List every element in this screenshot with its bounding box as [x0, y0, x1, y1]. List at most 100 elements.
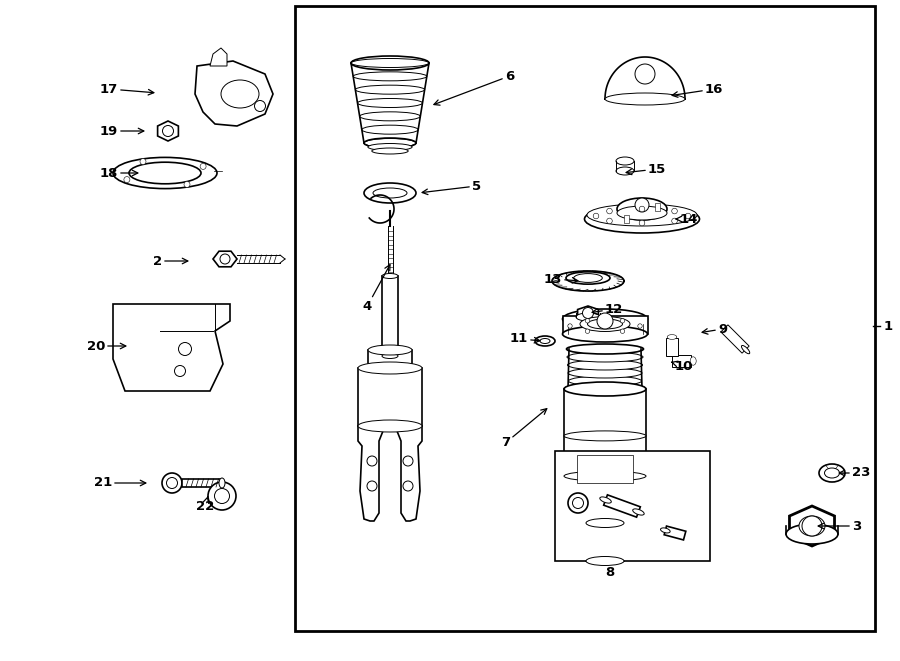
Circle shape [607, 218, 612, 224]
Ellipse shape [566, 344, 644, 354]
Circle shape [175, 366, 185, 377]
Polygon shape [213, 251, 237, 267]
Polygon shape [210, 48, 227, 66]
Ellipse shape [568, 493, 588, 513]
Circle shape [638, 324, 643, 329]
Ellipse shape [219, 478, 225, 488]
Ellipse shape [364, 183, 416, 203]
Ellipse shape [368, 143, 412, 151]
Bar [182, 479, 222, 487]
Text: 11: 11 [509, 332, 540, 346]
Ellipse shape [566, 272, 610, 284]
Ellipse shape [113, 157, 217, 188]
Ellipse shape [588, 319, 623, 329]
Circle shape [639, 206, 644, 212]
Ellipse shape [580, 317, 630, 332]
Ellipse shape [616, 157, 634, 165]
Polygon shape [604, 495, 640, 517]
Ellipse shape [568, 360, 643, 370]
Ellipse shape [564, 382, 646, 396]
Circle shape [802, 516, 822, 536]
Ellipse shape [742, 346, 750, 354]
Ellipse shape [208, 482, 236, 510]
Circle shape [367, 456, 377, 466]
Ellipse shape [569, 384, 641, 394]
Text: 5: 5 [422, 180, 482, 194]
Ellipse shape [599, 497, 611, 503]
Circle shape [620, 329, 625, 333]
Ellipse shape [661, 528, 670, 533]
Ellipse shape [819, 464, 845, 482]
Circle shape [582, 307, 593, 319]
Ellipse shape [584, 205, 699, 233]
Polygon shape [664, 526, 686, 540]
Circle shape [403, 481, 413, 491]
Circle shape [639, 220, 644, 226]
Circle shape [568, 324, 572, 329]
Text: 21: 21 [94, 477, 146, 490]
Text: 6: 6 [434, 69, 514, 105]
Text: 12: 12 [592, 303, 623, 315]
Ellipse shape [786, 524, 838, 544]
Text: 22: 22 [196, 496, 214, 512]
Ellipse shape [576, 313, 600, 321]
Text: 8: 8 [606, 566, 615, 580]
Bar [577, 455, 633, 483]
Polygon shape [789, 506, 834, 546]
Ellipse shape [382, 354, 398, 358]
Text: 9: 9 [702, 323, 727, 336]
Circle shape [140, 159, 146, 165]
Circle shape [403, 456, 413, 466]
Bar [382, 276, 398, 356]
Text: 23: 23 [839, 467, 870, 479]
Polygon shape [721, 325, 749, 353]
Circle shape [255, 100, 266, 112]
Circle shape [585, 329, 590, 333]
Ellipse shape [562, 326, 647, 342]
Text: 1: 1 [884, 319, 893, 332]
Polygon shape [358, 426, 385, 521]
Polygon shape [605, 57, 685, 99]
Ellipse shape [690, 357, 697, 365]
Polygon shape [578, 306, 599, 320]
Bar [564, 389, 646, 523]
Ellipse shape [586, 557, 624, 566]
Text: 14: 14 [676, 212, 698, 225]
Ellipse shape [214, 488, 230, 504]
Text: 3: 3 [818, 520, 861, 533]
Ellipse shape [616, 167, 634, 175]
Ellipse shape [358, 362, 422, 374]
Ellipse shape [382, 274, 398, 278]
Text: 2: 2 [153, 254, 188, 268]
Bar [666, 338, 678, 356]
Circle shape [163, 126, 174, 137]
Circle shape [671, 208, 678, 214]
Circle shape [220, 254, 230, 264]
Text: 10: 10 [671, 360, 693, 373]
Circle shape [200, 163, 206, 169]
Circle shape [593, 214, 598, 219]
Polygon shape [195, 61, 273, 126]
Ellipse shape [129, 162, 201, 184]
Ellipse shape [535, 336, 555, 346]
Bar [555, 451, 710, 561]
Ellipse shape [373, 188, 407, 198]
Text: 19: 19 [100, 124, 144, 137]
Text: 16: 16 [672, 83, 724, 97]
Circle shape [671, 218, 678, 224]
Ellipse shape [587, 204, 697, 226]
Circle shape [162, 473, 182, 493]
Ellipse shape [573, 274, 602, 282]
Circle shape [585, 319, 590, 323]
Circle shape [597, 313, 613, 329]
Circle shape [620, 319, 625, 323]
Ellipse shape [572, 498, 583, 508]
Circle shape [607, 208, 612, 214]
Circle shape [184, 181, 190, 188]
Ellipse shape [564, 431, 646, 441]
Ellipse shape [617, 206, 667, 220]
Ellipse shape [372, 148, 409, 154]
Ellipse shape [564, 516, 646, 530]
Ellipse shape [568, 368, 642, 378]
Text: 20: 20 [86, 340, 126, 352]
